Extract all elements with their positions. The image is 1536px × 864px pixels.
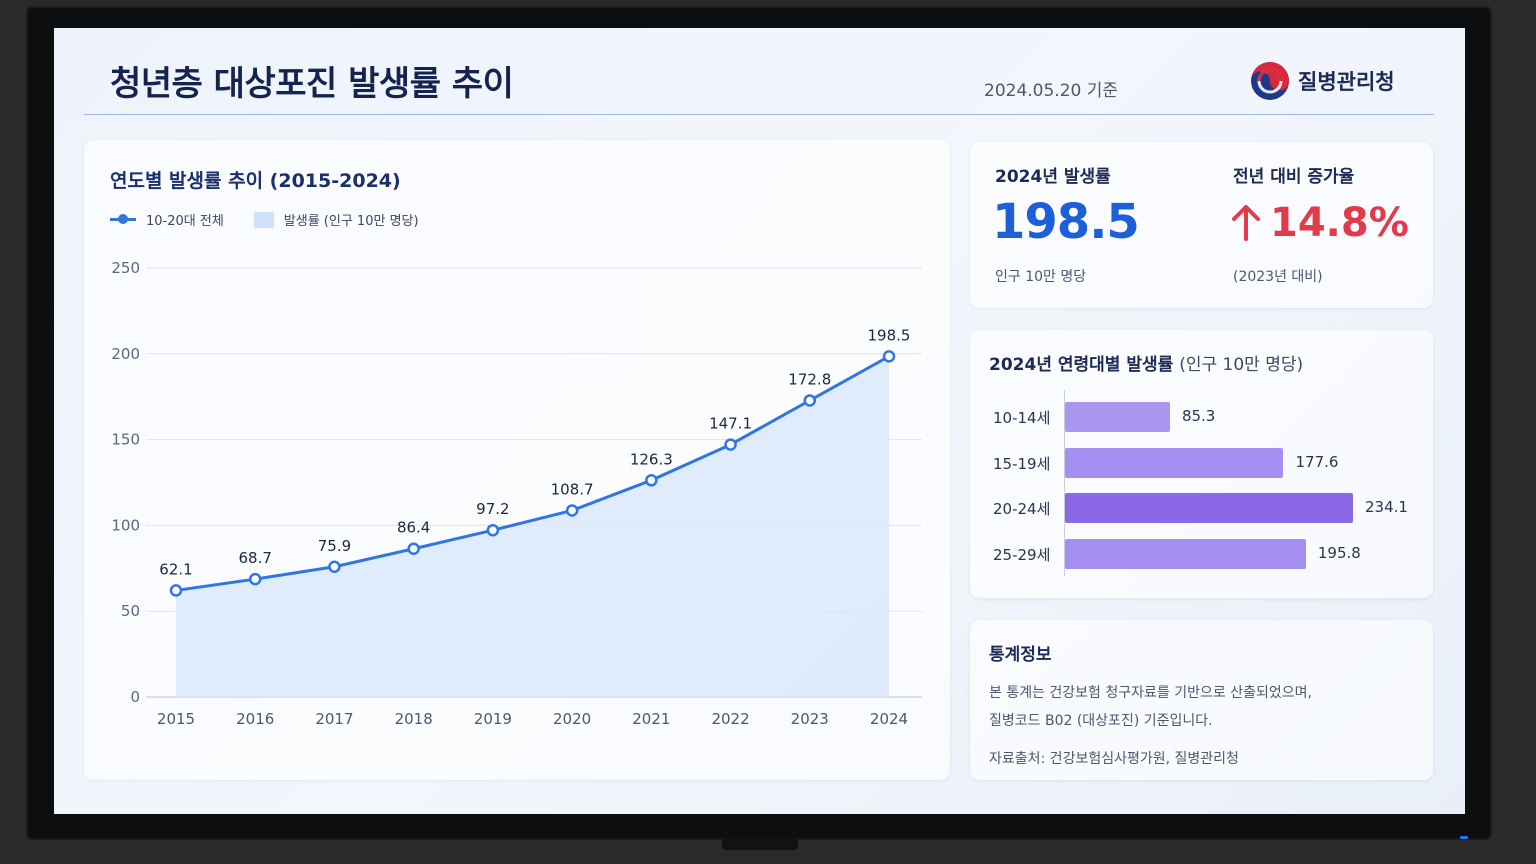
x-tick-label: 2022 bbox=[711, 710, 749, 728]
age-bar bbox=[1065, 493, 1353, 523]
data-point bbox=[645, 474, 658, 487]
info-card: 통계정보 본 통계는 건강보험 청구자료를 기반으로 산출되었으며, 질병코드 … bbox=[970, 620, 1433, 780]
rate-value: 198.5 bbox=[992, 194, 1140, 250]
power-led bbox=[1460, 836, 1468, 839]
x-tick-label: 2015 bbox=[157, 710, 195, 728]
age-bar-row: 15-19세 177.6 bbox=[970, 446, 1433, 480]
age-bar-row: 25-29세 195.8 bbox=[970, 537, 1433, 571]
age-group-label: 15-19세 bbox=[993, 454, 1051, 473]
org-logo: 질병관리청 bbox=[1250, 61, 1395, 101]
trend-line-chart: 0 50 100 150 200 250 62.1 2015 68.7 2016 75.9 2017 8… bbox=[111, 259, 922, 728]
x-tick-label: 2024 bbox=[870, 710, 908, 728]
data-label: 172.8 bbox=[788, 370, 831, 388]
data-point bbox=[248, 572, 262, 586]
x-tick-label: 2021 bbox=[632, 710, 670, 728]
legend-area-swatch bbox=[253, 211, 274, 228]
y-tick-label: 200 bbox=[111, 345, 140, 363]
x-tick-label: 2018 bbox=[395, 710, 433, 728]
x-tick-label: 2017 bbox=[315, 710, 353, 728]
change-sub: (2023년 대비) bbox=[1233, 269, 1323, 285]
trend-chart-card: 연도별 발생률 추이 (2015-2024) 10-20대 전체 발생률 (인구… bbox=[84, 140, 950, 780]
age-bar-value: 85.3 bbox=[1181, 407, 1216, 425]
data-label: 126.3 bbox=[630, 450, 673, 468]
info-source: 자료출처: 건강보험심사평가원, 질병관리청 bbox=[989, 751, 1239, 767]
age-bar-row: 20-24세 234.1 bbox=[970, 491, 1433, 525]
y-tick-label: 100 bbox=[111, 516, 140, 534]
page-title: 청년층 대상포진 발생률 추이 bbox=[110, 64, 514, 104]
age-bar bbox=[1065, 447, 1284, 478]
y-tick-label: 250 bbox=[111, 259, 140, 277]
legend-line-label: 10-20대 전체 bbox=[146, 214, 224, 229]
data-label: 198.5 bbox=[868, 326, 911, 344]
age-bar bbox=[1065, 402, 1170, 432]
header-divider bbox=[84, 114, 1434, 115]
data-point bbox=[169, 584, 183, 597]
data-point bbox=[407, 542, 420, 555]
data-label: 86.4 bbox=[397, 519, 430, 537]
y-tick-label: 50 bbox=[121, 602, 140, 620]
x-tick-label: 2023 bbox=[791, 710, 829, 728]
x-tick-label: 2020 bbox=[553, 710, 591, 728]
legend-area-label: 발생률 (인구 10만 명당) bbox=[283, 214, 419, 229]
age-group-label: 20-24세 bbox=[993, 500, 1051, 518]
data-label: 108.7 bbox=[551, 480, 594, 498]
dashboard-screen: 청년층 대상포진 발생률 추이 2024.05.20 기준 질병관리청 연도별 … bbox=[54, 28, 1465, 814]
data-label: 97.2 bbox=[476, 500, 509, 518]
data-label: 147.1 bbox=[709, 415, 752, 433]
age-group-label: 10-14세 bbox=[993, 409, 1051, 427]
change-value: 14.8% bbox=[1270, 200, 1409, 246]
change-label: 전년 대비 증가율 bbox=[1233, 167, 1355, 187]
info-line-1: 본 통계는 건강보험 청구자료를 기반으로 산출되었으며, bbox=[989, 685, 1312, 701]
age-chart-axis bbox=[1064, 390, 1065, 576]
chart-legend: 10-20대 전체 발생률 (인구 10만 명당) bbox=[110, 210, 419, 229]
age-chart-title: 2024년 연령대별 발생률 (인구 10만 명당) bbox=[989, 350, 1303, 375]
data-point bbox=[565, 504, 579, 517]
age-bar-row: 10-14세 85.3 bbox=[970, 400, 1433, 434]
change-indicator: 14.8% bbox=[1230, 200, 1409, 246]
data-label: 68.7 bbox=[239, 549, 272, 567]
age-bar-value: 234.1 bbox=[1365, 498, 1408, 516]
rate-sub: 인구 10만 명당 bbox=[995, 269, 1087, 285]
age-chart-unit: (인구 10만 명당) bbox=[1179, 355, 1304, 375]
data-point bbox=[328, 560, 341, 574]
data-point bbox=[882, 350, 896, 363]
age-bar-value: 177.6 bbox=[1295, 452, 1339, 471]
x-tick-label: 2019 bbox=[474, 710, 512, 728]
taegeuk-logo-icon bbox=[1251, 62, 1289, 100]
age-group-label: 25-29세 bbox=[993, 545, 1051, 564]
data-point bbox=[803, 394, 817, 407]
data-point bbox=[486, 523, 500, 537]
info-line-2: 질병코드 B02 (대상포진) 기준입니다. bbox=[989, 713, 1213, 729]
data-label: 62.1 bbox=[159, 560, 192, 578]
y-tick-label: 0 bbox=[130, 688, 140, 706]
x-tick-label: 2016 bbox=[236, 710, 274, 728]
org-name: 질병관리청 bbox=[1298, 70, 1395, 94]
trend-chart-title: 연도별 발생률 추이 (2015-2024) bbox=[110, 170, 401, 192]
y-tick-label: 150 bbox=[111, 431, 140, 449]
series-line bbox=[175, 355, 890, 592]
age-bar bbox=[1065, 538, 1306, 569]
kpi-card: 2024년 발생률 198.5 인구 10만 명당 전년 대비 증가율 14.8… bbox=[970, 142, 1433, 308]
info-title: 통계정보 bbox=[989, 645, 1052, 665]
age-chart-title-text: 2024년 연령대별 발생률 bbox=[989, 355, 1174, 375]
age-chart-card: 2024년 연령대별 발생률 (인구 10만 명당) 10-14세 85.3 15-… bbox=[970, 330, 1433, 598]
area-fill bbox=[176, 356, 889, 697]
rate-label: 2024년 발생률 bbox=[995, 167, 1111, 187]
reference-date: 2024.05.20 기준 bbox=[984, 81, 1119, 101]
tv-stand bbox=[722, 838, 798, 850]
arrow-up-icon bbox=[1232, 205, 1260, 241]
legend-line-swatch bbox=[110, 214, 136, 224]
data-point bbox=[724, 438, 737, 451]
age-bar-value: 195.8 bbox=[1317, 543, 1361, 562]
data-label: 75.9 bbox=[318, 537, 351, 555]
